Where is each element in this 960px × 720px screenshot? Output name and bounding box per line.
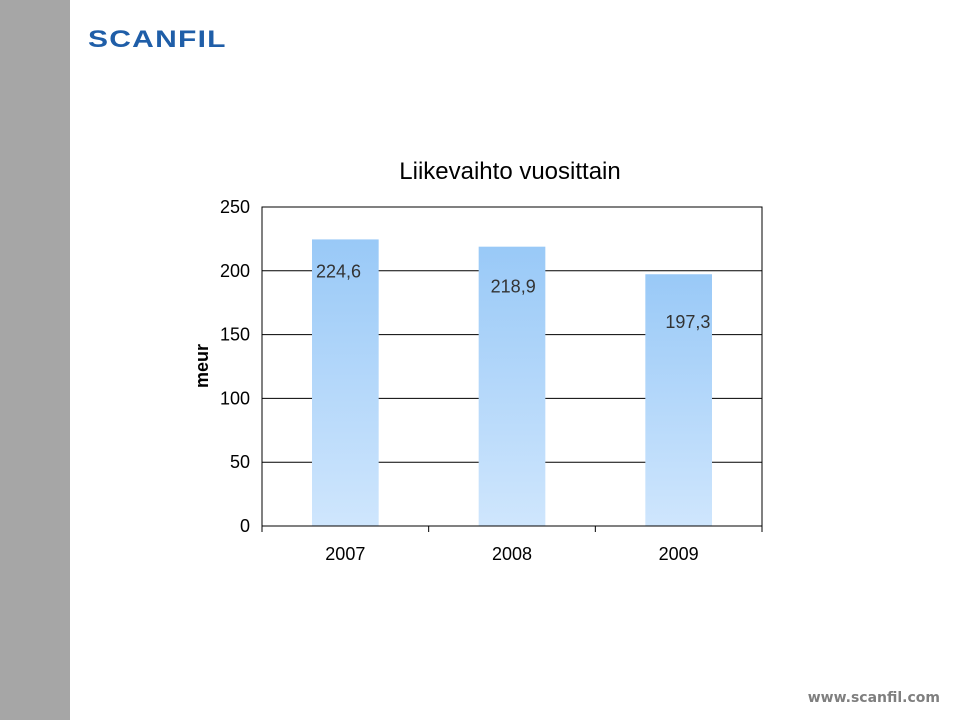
y-tick-label: 200 xyxy=(220,261,250,281)
y-axis-label: meur xyxy=(192,344,212,388)
plot-area-border xyxy=(261,206,763,527)
data-label-2009: 197,3 xyxy=(665,312,710,332)
bar-2007 xyxy=(312,239,379,526)
bar-2008 xyxy=(478,246,546,526)
scanfil-logo: SCANFIL xyxy=(88,26,227,53)
axes xyxy=(261,206,763,532)
data-label-2007: 224,6 xyxy=(316,261,361,281)
y-tick-label: 250 xyxy=(220,197,250,217)
bar-2009 xyxy=(645,274,712,526)
y-tick-label: 0 xyxy=(240,516,250,536)
x-tick-label: 2009 xyxy=(659,544,699,564)
bars xyxy=(312,239,712,526)
x-tick-label: 2008 xyxy=(492,544,532,564)
data-label-2008: 218,9 xyxy=(491,277,536,297)
labels: 0 50 100 150 200 250 224,6 2007 218,9 2008 197,3 20… xyxy=(220,197,710,564)
left-decorative-band xyxy=(0,0,70,720)
x-tick-label: 2007 xyxy=(325,544,365,564)
chart-title: Liikevaihto vuosittain xyxy=(399,158,621,185)
y-tick-label: 50 xyxy=(230,452,250,472)
website-footer: www.scanfil.com xyxy=(807,690,940,706)
y-tick-label: 100 xyxy=(220,388,250,408)
y-tick-label: 150 xyxy=(220,325,250,345)
